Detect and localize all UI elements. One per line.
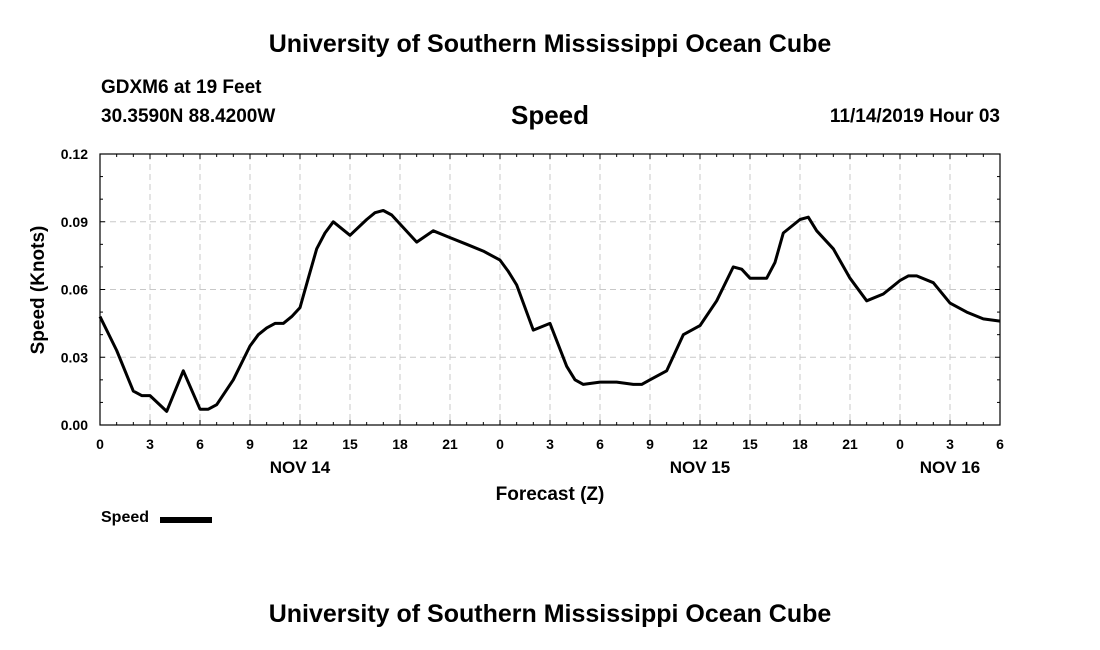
series-layer [98, 209, 1001, 413]
coordinates-label: 30.3590N 88.4200W [101, 106, 276, 127]
x-tick-label: 3 [546, 436, 554, 452]
x-tick-label: 12 [292, 436, 308, 452]
x-tick-label: 18 [392, 436, 408, 452]
chart-heading: Speed [510, 100, 590, 130]
y-axis-label: Speed (Knots) [28, 226, 49, 355]
day-label: NOV 14 [270, 458, 331, 477]
y-tick-label: 0.03 [61, 349, 88, 365]
x-tick-label: 6 [596, 436, 604, 452]
x-tick-label: 15 [742, 436, 758, 452]
x-tick-label: 9 [246, 436, 254, 452]
bottom-title: University of Southern Mississippi Ocean… [268, 600, 832, 628]
x-axis-label: Forecast (Z) [496, 484, 605, 505]
axes-layer [99, 153, 1001, 426]
x-tick-label: 21 [842, 436, 858, 452]
y-tick-label: 0.00 [61, 417, 88, 433]
x-tick-label: 6 [196, 436, 204, 452]
x-tick-label: 0 [896, 436, 904, 452]
day-label: NOV 16 [920, 458, 980, 477]
x-tick-label: 6 [996, 436, 1004, 452]
speed-series-line [98, 209, 1001, 413]
datetime-label: 11/14/2019 Hour 03 [829, 106, 1000, 127]
x-tick-label: 3 [146, 436, 154, 452]
x-tick-label: 0 [496, 436, 504, 452]
legend-line-swatch [160, 517, 212, 523]
station-label: GDXM6 at 19 Feet [101, 77, 262, 98]
day-label: NOV 15 [670, 458, 730, 477]
x-tick-label: 12 [692, 436, 708, 452]
x-tick-label: 3 [946, 436, 954, 452]
legend-label: Speed [101, 509, 150, 526]
x-tick-label: 0 [96, 436, 104, 452]
y-tick-label: 0.06 [61, 282, 88, 298]
x-tick-label: 15 [342, 436, 358, 452]
y-tick-label: 0.09 [61, 214, 88, 230]
x-tick-label: 21 [442, 436, 458, 452]
grid-layer [100, 154, 1000, 425]
x-tick-label: 9 [646, 436, 654, 452]
labels-layer: 0 3 6 9 12 15 18 21 0 3 6 9 12 15 18 21 0 3 6 NOV 14 NOV 15 N… [61, 146, 1004, 477]
x-tick-label: 18 [792, 436, 808, 452]
top-title: University of Southern Mississippi Ocean… [268, 30, 832, 58]
y-tick-label: 0.12 [61, 146, 88, 162]
